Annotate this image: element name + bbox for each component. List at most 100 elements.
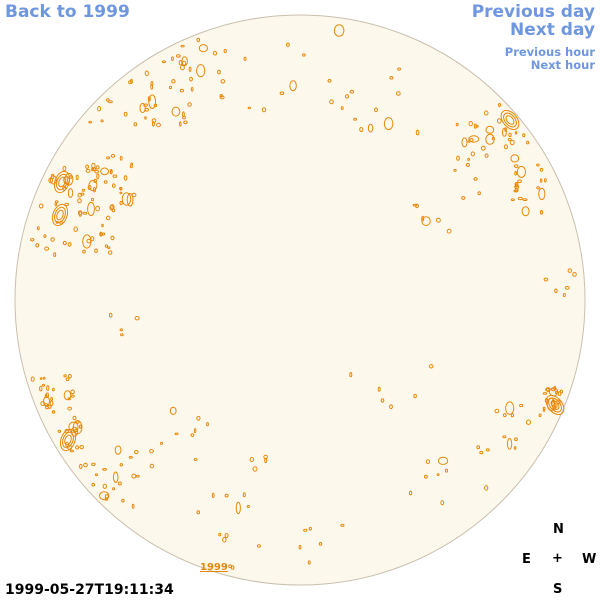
contour-mark	[507, 438, 513, 450]
contour-mark	[131, 503, 135, 509]
contour-mark	[121, 498, 125, 503]
contour-mark	[470, 151, 475, 157]
contour-mark	[93, 178, 98, 183]
contour-mark	[413, 393, 417, 399]
contour-mark	[473, 177, 478, 181]
contour-mark	[46, 385, 50, 391]
contour-mark	[86, 238, 92, 244]
contour-mark	[180, 64, 185, 71]
contour-mark	[77, 210, 83, 216]
contour-mark	[249, 456, 255, 463]
contour-mark	[340, 523, 345, 527]
contour-mark	[151, 118, 157, 123]
contour-mark	[90, 197, 95, 202]
contour-mark	[95, 205, 100, 212]
contour-mark	[62, 240, 67, 246]
contour-mark	[67, 406, 73, 411]
contour-mark	[485, 133, 495, 145]
contour-mark	[87, 201, 95, 217]
contour-mark	[395, 91, 401, 96]
contour-mark	[538, 413, 542, 418]
contour-mark	[222, 536, 227, 543]
contour-mark	[327, 79, 332, 83]
contour-mark	[112, 174, 118, 178]
contour-ring	[550, 400, 560, 410]
contour-mark	[68, 421, 79, 433]
contour-mark	[206, 422, 209, 427]
timestamp-label: 1999-05-27T19:11:34	[5, 582, 174, 598]
contour-mark	[453, 168, 457, 172]
contour-mark	[171, 106, 181, 117]
contour-mark	[169, 406, 177, 415]
contour-mark	[536, 186, 540, 190]
contour-mark	[318, 542, 323, 546]
contour-mark	[542, 406, 546, 410]
contour-mark	[149, 449, 154, 454]
contour-mark	[501, 127, 507, 137]
contour-mark	[70, 389, 75, 395]
contour-mark	[503, 413, 507, 418]
contour-mark	[179, 121, 182, 127]
contour-mark	[389, 404, 393, 410]
contour-mark	[521, 206, 530, 217]
contour-mark	[65, 377, 70, 382]
contour-mark	[196, 37, 201, 43]
contour-mark	[114, 445, 122, 455]
contour-ring	[62, 431, 74, 449]
next-day-link[interactable]: Next day	[510, 20, 595, 40]
contour-mark	[93, 187, 96, 193]
contour-mark	[397, 67, 402, 71]
contour-mark	[469, 137, 474, 142]
next-hour-link[interactable]: Next hour	[530, 58, 595, 72]
contour-mark	[538, 187, 546, 201]
back-to-year-link[interactable]: Back to 1999	[5, 2, 130, 22]
contour-mark	[484, 153, 489, 158]
contour-mark	[119, 191, 123, 195]
contour-mark	[353, 117, 358, 121]
contour-mark	[44, 393, 48, 399]
contour-mark	[174, 432, 179, 436]
compass-center-icon: +	[552, 551, 563, 566]
contour-mark	[36, 226, 40, 231]
contour-mark	[505, 401, 515, 415]
contour-mark	[68, 373, 72, 379]
contour-mark	[100, 119, 104, 123]
contour-mark	[536, 163, 540, 167]
contour-mark	[82, 249, 86, 254]
contour-mark	[510, 413, 515, 418]
contour-mark	[30, 238, 35, 242]
contour-mark	[73, 226, 78, 232]
contour-mark	[421, 215, 425, 222]
contour-mark	[190, 433, 195, 437]
contour-mark	[256, 544, 261, 548]
contour-mark	[517, 179, 522, 184]
contour-mark	[340, 106, 344, 110]
contour-mark	[82, 211, 88, 215]
contour-mark	[562, 293, 566, 297]
contour-mark	[30, 376, 35, 382]
contour-ring	[548, 397, 562, 413]
contour-mark	[110, 154, 116, 158]
contour-mark	[102, 468, 108, 471]
contour-mark	[219, 94, 223, 98]
contour-mark	[94, 169, 99, 174]
contour-ring	[545, 394, 565, 416]
contour-mark	[119, 155, 123, 161]
contour-ring	[51, 203, 69, 227]
previous-hour-link[interactable]: Previous hour	[504, 45, 595, 59]
contour-mark	[39, 377, 43, 380]
contour-mark	[119, 186, 123, 190]
contour-mark	[88, 120, 92, 124]
contour-mark	[110, 235, 115, 241]
contour-mark	[193, 428, 197, 434]
contour-mark	[196, 415, 201, 421]
contour-mark	[54, 202, 58, 207]
previous-day-link[interactable]: Previous day	[471, 2, 595, 22]
contour-mark	[468, 120, 473, 127]
contour-mark	[461, 137, 468, 148]
contour-mark	[485, 448, 490, 452]
disk-year-link[interactable]: 1999	[200, 562, 228, 573]
contour-mark	[121, 192, 132, 206]
contour-mark	[539, 178, 543, 183]
contour-mark	[38, 203, 44, 209]
